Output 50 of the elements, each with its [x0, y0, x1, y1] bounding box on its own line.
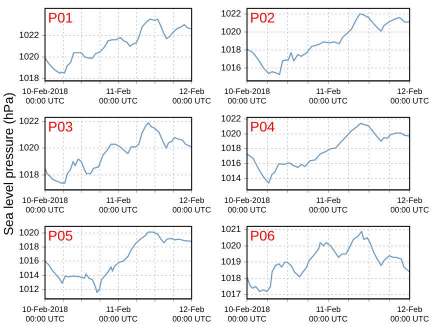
x-tick-label: 10-Feb-2018 00:00 UTC	[224, 86, 270, 106]
x-tick-label: 11-Feb 00:00 UTC	[308, 304, 348, 324]
y-tick-label: 1016	[220, 62, 242, 73]
y-tick-label: 1014	[220, 173, 242, 184]
chart-title: P02	[250, 9, 276, 26]
y-tick-label: 1016	[18, 256, 40, 266]
x-tick-label: 10-Feb-2018 00:00 UTC	[224, 304, 270, 324]
x-tick-label: 12-Feb 00:00 UTC	[390, 196, 430, 214]
x-tick-label: 12-Feb 00:00 UTC	[172, 304, 212, 324]
y-tick-label: 1020	[220, 26, 242, 36]
x-tick-label: 11-Feb 00:00 UTC	[308, 196, 348, 214]
y-tick-label: 1019	[220, 256, 242, 267]
y-tick-label: 1022	[18, 30, 40, 40]
y-axis-title: Sea level pressure (hPa)	[1, 90, 17, 238]
y-tick-label: 1018	[220, 44, 242, 55]
x-tick-label: 12-Feb 00:00 UTC	[172, 86, 212, 106]
y-tick-label: 1020	[18, 52, 40, 62]
y-tick-label: 1018	[220, 143, 242, 154]
y-tick-label: 1020	[18, 142, 40, 153]
y-tick-label: 1022	[18, 116, 40, 126]
x-tick-label: 11-Feb 00:00 UTC	[308, 86, 348, 106]
y-tick-label: 1016	[220, 158, 242, 168]
x-tick-label: 10-Feb-2018 00:00 UTC	[22, 86, 68, 106]
x-tick-label: 10-Feb-2018 00:00 UTC	[22, 304, 68, 324]
chart-title: P06	[250, 227, 276, 244]
y-tick-label: 1020	[18, 227, 40, 238]
x-tick-label: 11-Feb 00:00 UTC	[98, 304, 138, 324]
y-tick-label: 1018	[220, 272, 242, 283]
y-tick-label: 1018	[18, 170, 40, 180]
y-tick-label: 1017	[220, 289, 242, 300]
x-tick-label: 10-Feb-2018 00:00 UTC	[224, 196, 270, 214]
x-tick-label: 11-Feb 00:00 UTC	[98, 196, 138, 214]
y-tick-label: 1020	[220, 240, 242, 250]
x-tick-label: 12-Feb 00:00 UTC	[172, 196, 212, 214]
y-tick-label: 1018	[18, 241, 40, 252]
x-tick-label: 11-Feb 00:00 UTC	[98, 86, 138, 106]
chart-title: P03	[48, 118, 74, 134]
y-tick-label: 1022	[220, 8, 242, 18]
chart-title: P05	[48, 227, 74, 244]
x-tick-label: 12-Feb 00:00 UTC	[390, 304, 430, 324]
y-tick-label: 1020	[220, 128, 242, 138]
y-tick-label: 1022	[220, 113, 242, 124]
x-tick-label: 12-Feb 00:00 UTC	[390, 86, 430, 106]
y-tick-label: 1018	[18, 73, 40, 84]
x-tick-label: 10-Feb-2018 00:00 UTC	[22, 196, 68, 214]
chart-title: P01	[48, 9, 74, 26]
y-tick-label: 1012	[18, 284, 40, 294]
y-tick-label: 1014	[18, 270, 40, 280]
chart-title: P04	[250, 118, 276, 134]
y-tick-label: 1021	[220, 224, 242, 234]
